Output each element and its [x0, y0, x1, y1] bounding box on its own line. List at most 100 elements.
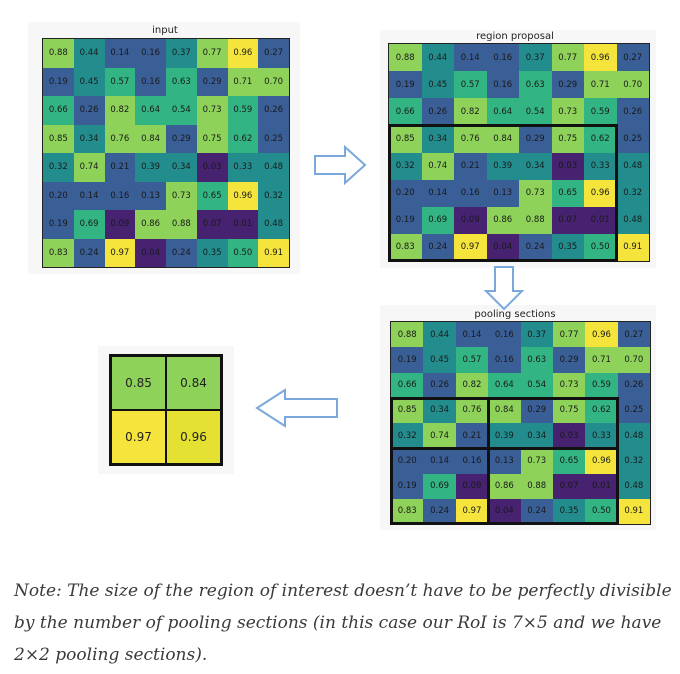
- grid-cell: 0.48: [617, 473, 650, 499]
- grid-cell: 0.96: [227, 181, 259, 210]
- grid-cell: 0.48: [616, 152, 649, 180]
- pooled-output-cell: 0.96: [166, 410, 221, 464]
- grid-cell: 0.16: [488, 347, 521, 373]
- grid-cell: 0.62: [227, 124, 259, 153]
- grid-cell: 0.54: [519, 98, 552, 126]
- grid-cell: 0.63: [166, 67, 197, 96]
- pooled-output-cell: 0.85: [111, 356, 166, 410]
- grid-cell: 0.63: [519, 71, 552, 99]
- grid-cell: 0.83: [389, 233, 422, 261]
- grid-cell: 0.65: [551, 179, 584, 207]
- grid-cell: 0.33: [585, 423, 618, 449]
- grid-cell: 0.86: [135, 210, 166, 239]
- grid-cell: 0.39: [488, 423, 521, 449]
- grid-cell: 0.65: [552, 448, 586, 474]
- grid-cell: 0.45: [423, 347, 456, 373]
- grid-cell: 0.75: [552, 397, 586, 423]
- grid-cell: 0.35: [552, 498, 586, 524]
- grid-cell: 0.37: [166, 39, 197, 68]
- grid-cell: 0.66: [391, 372, 424, 398]
- grid-cell: 0.04: [488, 498, 521, 524]
- grid-cell: 0.24: [73, 238, 105, 267]
- grid-cell: 0.29: [551, 71, 584, 99]
- grid-cell: 0.83: [391, 498, 424, 524]
- grid-cell: 0.39: [135, 153, 166, 182]
- grid-cell: 0.24: [519, 233, 552, 261]
- grid-cell: 0.09: [104, 210, 136, 239]
- grid-cell: 0.86: [488, 473, 521, 499]
- grid-cell: 0.01: [585, 473, 618, 499]
- grid-cell: 0.24: [166, 238, 197, 267]
- grid-cell: 0.48: [616, 206, 649, 234]
- left-arrow-icon: [255, 388, 338, 428]
- grid-cell: 0.77: [551, 44, 584, 72]
- grid-cell: 0.69: [423, 473, 456, 499]
- grid-cell: 0.83: [43, 238, 74, 267]
- grid-cell: 0.16: [104, 181, 136, 210]
- grid-cell: 0.50: [227, 238, 259, 267]
- grid-cell: 0.19: [391, 347, 424, 373]
- pooled-output-cell: 0.84: [166, 356, 221, 410]
- grid-cell: 0.34: [421, 125, 454, 153]
- grid-cell: 0.29: [519, 125, 552, 153]
- grid-cell: 0.45: [421, 71, 454, 99]
- grid-cell: 0.88: [520, 473, 553, 499]
- grid-cell: 0.59: [585, 372, 618, 398]
- grid-cell: 0.96: [584, 179, 617, 207]
- region-proposal-title: region proposal: [476, 31, 554, 42]
- grid-cell: 0.16: [488, 322, 521, 348]
- grid-cell: 0.26: [616, 98, 649, 126]
- grid-cell: 0.75: [196, 124, 228, 153]
- grid-cell: 0.04: [135, 238, 166, 267]
- grid-cell: 0.77: [196, 39, 228, 68]
- grid-cell: 0.85: [43, 124, 74, 153]
- grid-cell: 0.14: [454, 44, 487, 72]
- grid-cell: 0.70: [258, 67, 289, 96]
- grid-cell: 0.29: [520, 397, 553, 423]
- grid-cell: 0.82: [454, 98, 487, 126]
- grid-cell: 0.62: [585, 397, 618, 423]
- grid-cell: 0.04: [486, 233, 519, 261]
- grid-cell: 0.88: [166, 210, 197, 239]
- grid-cell: 0.70: [616, 71, 649, 99]
- grid-cell: 0.91: [617, 498, 650, 524]
- grid-cell: 0.66: [389, 98, 422, 126]
- grid-cell: 0.27: [616, 44, 649, 72]
- grid-cell: 0.21: [104, 153, 136, 182]
- grid-cell: 0.74: [73, 153, 105, 182]
- grid-cell: 0.73: [519, 179, 552, 207]
- pooled-output-cell: 0.97: [111, 410, 166, 464]
- grid-cell: 0.97: [104, 238, 136, 267]
- grid-cell: 0.25: [617, 397, 650, 423]
- grid-cell: 0.74: [423, 423, 456, 449]
- grid-cell: 0.96: [227, 39, 259, 68]
- grid-cell: 0.32: [616, 179, 649, 207]
- input-grid: 0.88 0.44 0.14 0.16 0.37 0.77 0.96 0.27 0.19 0.45…: [42, 38, 290, 268]
- grid-cell: 0.50: [584, 233, 617, 261]
- grid-cell: 0.91: [258, 238, 289, 267]
- grid-cell: 0.62: [584, 125, 617, 153]
- grid-cell: 0.19: [391, 473, 424, 499]
- grid-cell: 0.70: [617, 347, 650, 373]
- down-arrow-icon: [483, 266, 525, 311]
- grid-cell: 0.27: [258, 39, 289, 68]
- grid-cell: 0.97: [454, 233, 487, 261]
- grid-cell: 0.69: [73, 210, 105, 239]
- grid-cell: 0.73: [520, 448, 553, 474]
- grid-cell: 0.97: [455, 498, 489, 524]
- grid-cell: 0.71: [585, 347, 618, 373]
- grid-cell: 0.45: [73, 67, 105, 96]
- grid-cell: 0.19: [389, 71, 422, 99]
- grid-cell: 0.71: [584, 71, 617, 99]
- grid-cell: 0.88: [391, 322, 424, 348]
- grid-cell: 0.14: [421, 179, 454, 207]
- grid-cell: 0.26: [423, 372, 456, 398]
- grid-cell: 0.74: [421, 152, 454, 180]
- grid-cell: 0.86: [486, 206, 519, 234]
- grid-cell: 0.75: [551, 125, 584, 153]
- grid-cell: 0.71: [227, 67, 259, 96]
- grid-cell: 0.66: [43, 96, 74, 125]
- grid-cell: 0.57: [454, 71, 487, 99]
- grid-cell: 0.88: [519, 206, 552, 234]
